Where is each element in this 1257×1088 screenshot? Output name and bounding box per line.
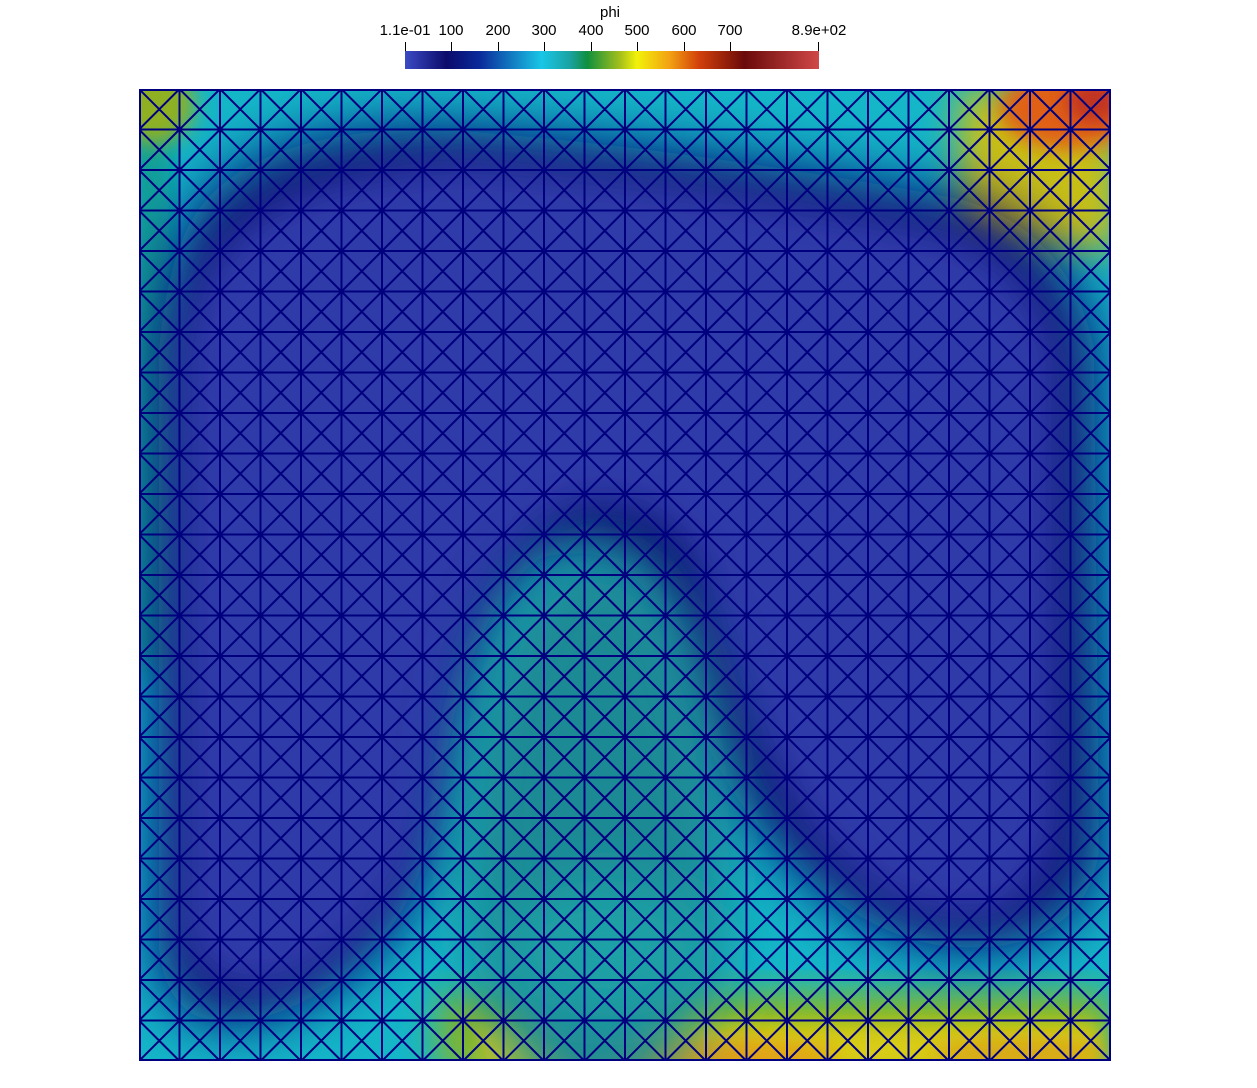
colorbar-tick-label: 400	[578, 22, 604, 39]
colorbar-ticks: 1.1e-01 100 200 300 400 500 600 700 8.9e…	[370, 22, 850, 42]
colorbar-tick-label: 1.1e-01	[379, 22, 431, 39]
colorbar-tick-mark	[544, 42, 545, 51]
mesh-edges	[139, 89, 1111, 1061]
triangle-mesh	[139, 89, 1111, 1061]
colorbar-gradient	[405, 51, 819, 69]
colorbar-tick-label: 500	[624, 22, 650, 39]
plot-border	[139, 89, 1111, 1061]
colorbar-tick-label: 100	[438, 22, 464, 39]
colorbar-title: phi	[599, 4, 621, 21]
colorbar-tick-mark	[591, 42, 592, 51]
colorbar-tick-label: 8.9e+02	[791, 22, 847, 39]
colorbar-tick-mark	[405, 42, 406, 51]
colorbar-tick-label: 300	[531, 22, 557, 39]
colorbar-tick-label: 600	[671, 22, 697, 39]
colorbar-tick-mark	[684, 42, 685, 51]
colorbar-tick-label: 200	[485, 22, 511, 39]
colorbar-tick-mark	[637, 42, 638, 51]
field-plot	[139, 89, 1111, 1061]
colorbar: phi 1.1e-01 100 200 300 400 500 600 700 …	[370, 0, 850, 75]
colorbar-tick-mark	[498, 42, 499, 51]
colorbar-tick-mark	[451, 42, 452, 51]
colorbar-tick-mark	[730, 42, 731, 51]
colorbar-tick-label: 700	[717, 22, 743, 39]
colorbar-tick-mark	[818, 42, 819, 51]
